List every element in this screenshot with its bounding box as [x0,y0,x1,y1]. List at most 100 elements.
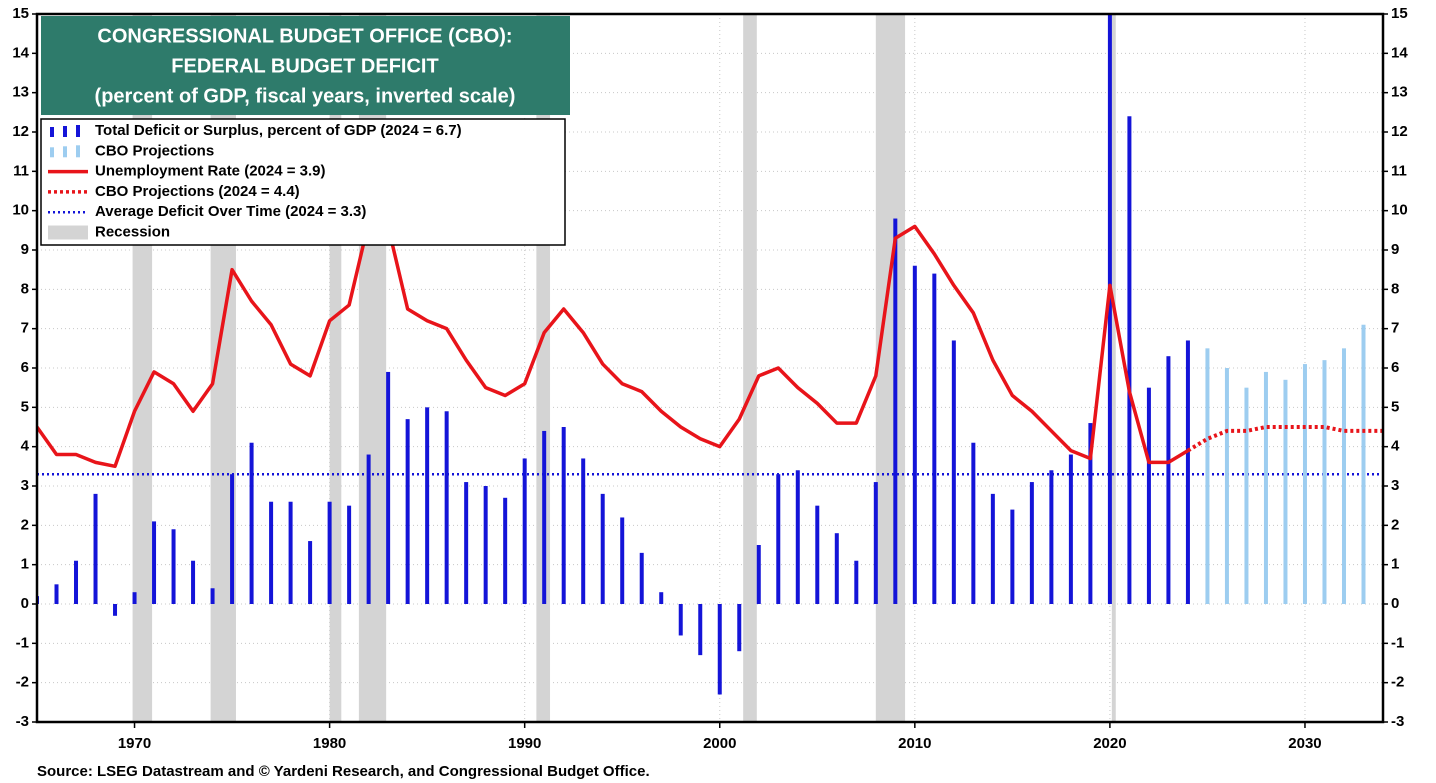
bar [1185,340,1190,604]
bar [756,545,761,604]
y-tick-label: 13 [12,84,29,101]
y2-tick-label: 3 [1391,477,1399,494]
chart-title: (percent of GDP, fiscal years, inverted … [95,85,516,107]
line [1186,425,1383,453]
y2-tick-label: 10 [1391,202,1408,219]
legend-swatch [63,126,67,137]
y2-tick-label: 0 [1391,595,1399,612]
legend-swatch [76,145,80,158]
bar [386,371,391,604]
recession-band [1111,14,1116,722]
y-tick-label: -1 [16,634,29,651]
bar [951,340,956,604]
bar [152,521,157,604]
y-tick-label: 3 [21,477,29,494]
recession-band [329,14,342,722]
plot-frame [35,12,1385,724]
bar [678,604,683,636]
y2-tick-label: 15 [1391,5,1408,22]
bar [444,411,449,604]
x-tick-label: 1990 [508,735,541,752]
y2-tick-label: 7 [1391,320,1399,337]
y2-tick-label: 5 [1391,398,1399,415]
y2-tick-label: -1 [1391,634,1404,651]
bar [1010,509,1015,604]
y-tick-label: 7 [21,320,29,337]
bar [1341,348,1346,604]
y2-tick-label: 14 [1391,44,1408,61]
y-tick-label: 10 [12,202,29,219]
bar [854,560,859,604]
bar [1127,116,1132,605]
bar [815,505,820,604]
bar [1283,379,1288,604]
bar [113,604,118,616]
y-tick-label: 15 [12,5,29,22]
bar [737,604,742,652]
bar [210,588,215,604]
legend-label: Unemployment Rate (2024 = 3.9) [95,163,326,180]
bar [464,482,469,604]
bar [873,482,878,604]
bar [308,541,313,604]
bar [1322,360,1327,604]
bar [347,505,352,604]
recession-band [743,14,757,722]
x-tick-label: 1980 [313,735,346,752]
y2-tick-label: 12 [1391,123,1408,140]
bar [93,493,98,604]
bar [717,604,722,695]
y-tick-label: 4 [21,438,30,455]
bar [288,501,293,604]
bar [932,273,937,604]
bar [74,560,79,604]
bar [1263,371,1268,604]
bar [1146,387,1151,604]
bar [659,592,664,604]
y-tick-label: 12 [12,123,29,140]
title-box [41,16,570,115]
bar [834,533,839,604]
bar [1029,482,1034,604]
overlay: CONGRESSIONAL BUDGET OFFICE (CBO): FEDERA… [40,16,570,246]
legend-swatch [76,125,80,137]
bar [425,407,430,604]
bar [132,592,137,604]
y2-tick-label: 11 [1391,162,1407,179]
y2-tick-label: 1 [1391,556,1399,573]
legend-swatch [50,127,54,137]
y2-tick-label: 6 [1391,359,1399,376]
y2-tick-label: 13 [1391,84,1408,101]
bar [776,474,781,604]
bar [1068,454,1073,604]
bar [698,604,703,656]
legend-swatch [48,225,88,240]
y-tick-label: 6 [21,359,29,376]
legend-label: Total Deficit or Surplus, percent of GDP… [95,122,462,139]
chart-title: CONGRESSIONAL BUDGET OFFICE (CBO): [97,25,512,47]
legend-box [40,118,566,246]
bar [54,584,59,604]
legend-swatch [63,146,67,158]
bar [1049,470,1054,604]
bar [522,458,527,604]
y-tick-label: -2 [16,674,29,691]
bar [230,474,235,604]
bar [912,265,917,604]
y2-tick-label: -3 [1391,713,1404,730]
bar [542,430,547,604]
y-tick-label: 5 [21,398,29,415]
y-tick-label: 2 [21,516,29,533]
bar [893,218,898,605]
y-tick-label: 11 [13,162,29,179]
bar [483,486,488,604]
bar [405,419,410,604]
bar [561,427,566,604]
source-note: Source: LSEG Datastream and © Yardeni Re… [37,763,650,780]
y2-tick-label: 4 [1391,438,1400,455]
bar [1224,368,1229,604]
legend-swatch [50,147,54,158]
y-tick-label: 1 [21,556,29,573]
